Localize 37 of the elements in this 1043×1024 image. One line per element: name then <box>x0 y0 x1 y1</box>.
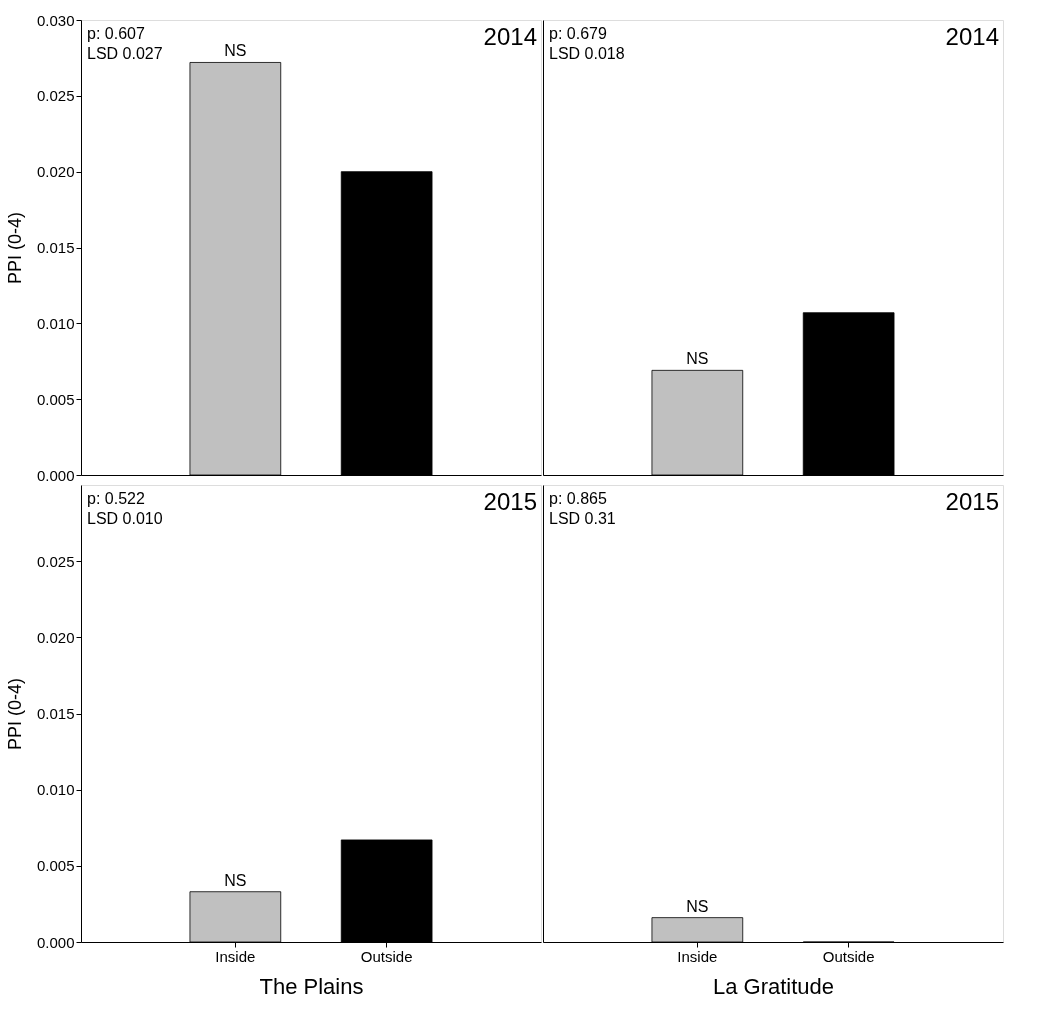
x-axis-title: La Gratitude <box>712 973 835 999</box>
y-tick-label: 0.005 <box>36 390 75 408</box>
annotation: p: 0.522 <box>87 490 145 507</box>
annotation: NS <box>224 42 247 60</box>
annotation: p: 0.679 <box>549 25 607 42</box>
x-tick-label: Inside <box>677 947 718 965</box>
annotation: 2014 <box>483 23 537 50</box>
x-axis-title: The Plains <box>259 973 364 999</box>
y-tick-label: 0.025 <box>36 552 75 570</box>
y-tick-label: 0.000 <box>36 933 75 951</box>
annotation: NS <box>686 897 709 915</box>
x-tick-label: Inside <box>215 947 256 965</box>
y-tick-label: 0.015 <box>36 239 75 256</box>
y-tick-label: 0.010 <box>36 781 75 799</box>
y-tick-label: 0.000 <box>36 466 75 484</box>
annotation: LSD 0.018 <box>549 45 625 62</box>
annotation: LSD 0.027 <box>87 45 163 62</box>
y-axis-title: PPI (0-4) <box>4 677 25 751</box>
y-tick-label: 0.010 <box>36 314 75 332</box>
x-tick-label: Outside <box>822 947 875 965</box>
annotation: 2015 <box>483 488 537 515</box>
annotation: 2014 <box>945 23 999 50</box>
y-tick-label: 0.005 <box>36 857 75 875</box>
y-tick-label: 0.020 <box>36 628 75 646</box>
y-tick-label: 0.025 <box>36 87 75 105</box>
y-axis-title: PPI (0-4) <box>4 211 25 285</box>
annotation: 2015 <box>945 488 999 515</box>
annotation: LSD 0.010 <box>87 510 163 527</box>
annotation: NS <box>224 871 247 889</box>
y-tick-label: 0.030 <box>36 11 75 29</box>
y-tick-label: 0.015 <box>36 705 75 722</box>
annotation: NS <box>686 350 709 368</box>
y-tick-label: 0.020 <box>36 163 75 181</box>
x-tick-label: Outside <box>360 947 413 965</box>
annotation: p: 0.607 <box>87 25 145 42</box>
annotation: LSD 0.31 <box>549 510 616 527</box>
annotation: p: 0.865 <box>549 490 607 507</box>
